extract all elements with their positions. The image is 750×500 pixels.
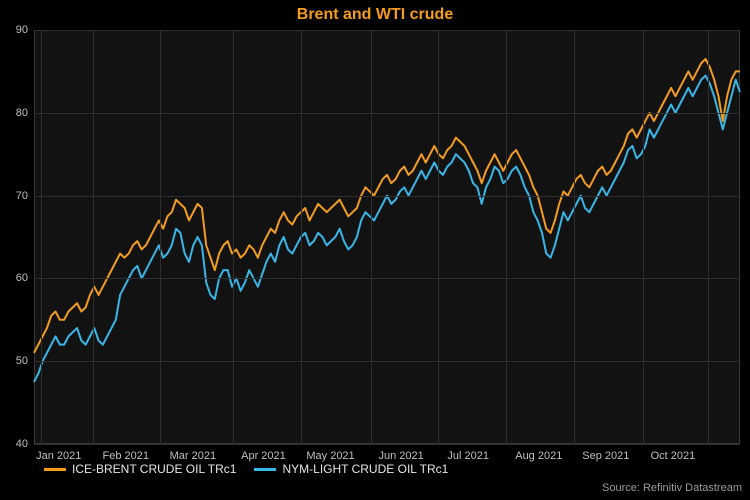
gridline-y — [34, 361, 740, 362]
x-axis-label: Jan 2021 — [36, 444, 81, 462]
gridline-x — [438, 30, 439, 444]
gridline-x — [371, 30, 372, 444]
gridline-y — [34, 30, 740, 31]
x-axis-label: Sep 2021 — [582, 444, 629, 462]
gridline-x — [506, 30, 507, 444]
legend-swatch — [44, 468, 66, 471]
x-axis-label: Aug 2021 — [515, 444, 562, 462]
plot-area: 405060708090Jan 2021Feb 2021Mar 2021Apr … — [34, 30, 740, 444]
y-axis-label: 80 — [16, 107, 34, 119]
chart-title: Brent and WTI crude — [0, 6, 750, 24]
gridline-y — [34, 196, 740, 197]
x-axis-label: Jun 2021 — [378, 444, 423, 462]
x-axis-label: Mar 2021 — [170, 444, 216, 462]
series-line — [34, 59, 740, 353]
source-attribution: Source: Refinitiv Datastream — [602, 482, 742, 494]
legend-swatch — [254, 468, 276, 471]
gridline-x — [708, 30, 709, 444]
legend-label: NYM-LIGHT CRUDE OIL TRc1 — [282, 462, 448, 476]
gridline-x — [643, 30, 644, 444]
x-axis-label: Oct 2021 — [651, 444, 696, 462]
gridline-x — [160, 30, 161, 444]
series-line — [34, 76, 740, 382]
gridline-y — [34, 113, 740, 114]
line-series-layer — [34, 30, 740, 444]
legend: ICE-BRENT CRUDE OIL TRc1 NYM-LIGHT CRUDE … — [44, 462, 448, 476]
x-axis-label: May 2021 — [306, 444, 354, 462]
gridline-y — [34, 278, 740, 279]
gridline-x — [574, 30, 575, 444]
gridline-x — [41, 30, 42, 444]
gridline-x — [233, 30, 234, 444]
y-axis-label: 60 — [16, 272, 34, 284]
legend-item: ICE-BRENT CRUDE OIL TRc1 — [44, 462, 236, 476]
chart-container: Brent and WTI crude 405060708090Jan 2021… — [0, 0, 750, 500]
y-axis-label: 40 — [16, 438, 34, 450]
y-axis-label: 70 — [16, 190, 34, 202]
y-axis-label: 50 — [16, 355, 34, 367]
gridline-x — [301, 30, 302, 444]
y-axis-label: 90 — [16, 24, 34, 36]
x-axis-label: Jul 2021 — [447, 444, 489, 462]
gridline-x — [93, 30, 94, 444]
x-axis-label: Apr 2021 — [241, 444, 286, 462]
legend-label: ICE-BRENT CRUDE OIL TRc1 — [72, 462, 236, 476]
legend-item: NYM-LIGHT CRUDE OIL TRc1 — [254, 462, 448, 476]
x-axis-label: Feb 2021 — [103, 444, 149, 462]
